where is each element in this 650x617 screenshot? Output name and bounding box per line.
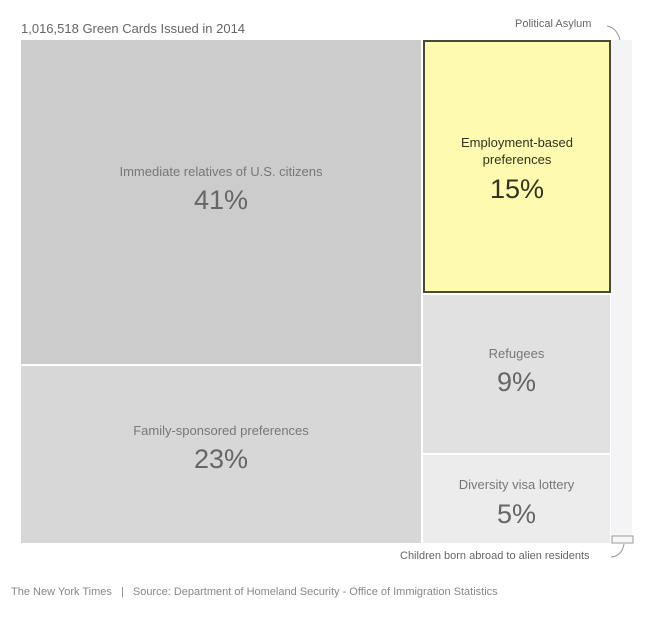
treemap-cell-immediate-relatives: Immediate relatives of U.S. citizens 41% (21, 40, 421, 364)
cell-label: Diversity visa lottery (458, 477, 575, 492)
cell-label: Family-sponsored preferences (133, 423, 309, 438)
treemap-cell-employment-based: Employment-based preferences 15% (423, 40, 611, 293)
cell-label: Refugees (488, 346, 545, 361)
treemap-cell-children-abroad (611, 534, 632, 543)
cell-value: 23% (193, 444, 249, 474)
treemap-cell-family-sponsored: Family-sponsored preferences 23% (21, 366, 421, 543)
treemap-cell-political-asylum (611, 40, 632, 534)
footer: The New York Times | Source: Department … (11, 586, 498, 598)
chart-title: 1,016,518 Green Cards Issued in 2014 (21, 21, 246, 36)
cell-label: Employment-based preferences (461, 135, 573, 167)
cell-value: 15% (489, 174, 545, 204)
cell-value: 5% (496, 499, 537, 529)
separator: | (120, 586, 124, 598)
political-asylum-annotation: Political Asylum (515, 18, 592, 30)
treemap-cell-refugees: Refugees 9% (423, 295, 610, 453)
source: Source: Department of Homeland Security … (132, 586, 498, 598)
treemap-cell-diversity-lottery: Diversity visa lottery 5% (423, 455, 610, 543)
cell-label: Immediate relatives of U.S. citizens (119, 164, 323, 179)
cell-value: 9% (496, 367, 537, 397)
credit: The New York Times (11, 586, 112, 598)
cell-value: 41% (193, 185, 249, 215)
children-abroad-annotation: Children born abroad to alien residents (400, 550, 590, 562)
